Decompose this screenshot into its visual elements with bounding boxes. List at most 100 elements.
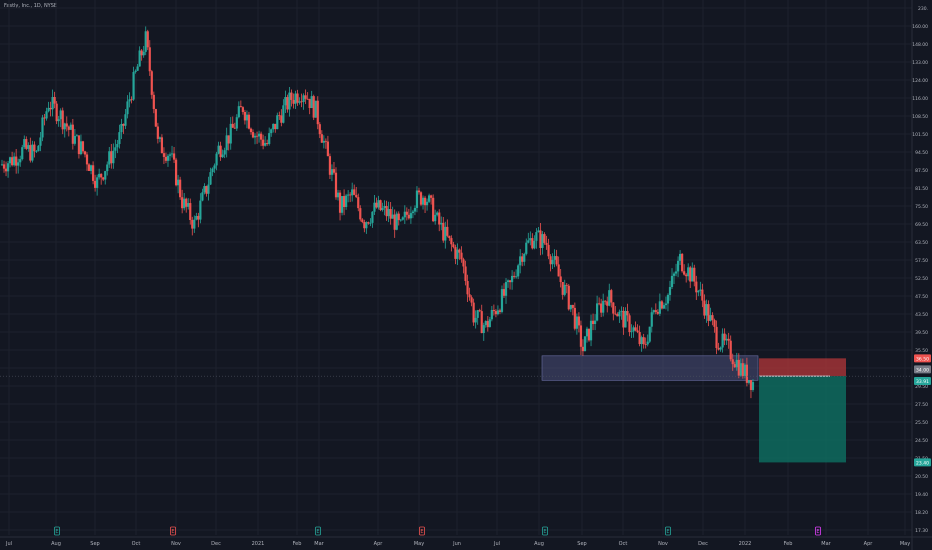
price-tag-label: 36.50 (916, 356, 929, 362)
candle-body (563, 284, 566, 295)
candle-body (557, 264, 560, 277)
candle-body (674, 271, 678, 274)
candle-body (237, 106, 240, 118)
candle-body (709, 315, 712, 321)
candle-body (596, 303, 599, 321)
candle-body (183, 198, 186, 209)
earnings-marker-label: E (171, 529, 174, 535)
candle-body (338, 192, 342, 213)
candle-body (302, 95, 305, 102)
candle-body (203, 186, 206, 193)
candle-body (430, 195, 433, 198)
candle-body (537, 230, 540, 233)
candle-body (676, 260, 680, 272)
candle-body (21, 147, 24, 160)
time-label: Sep (90, 541, 99, 547)
candle-body (104, 171, 107, 180)
time-label: Feb (293, 541, 302, 547)
candle-body (19, 159, 22, 163)
candle-body (8, 157, 12, 164)
candle-body (456, 249, 459, 259)
candle-body (193, 219, 196, 229)
candle-body (405, 211, 408, 215)
price-label: 18.20 (915, 510, 928, 516)
candle-body (442, 222, 445, 241)
candle-body (464, 266, 467, 282)
candle-body (272, 123, 275, 130)
candle-body (306, 98, 309, 100)
candle-body (330, 169, 334, 175)
candle-body (191, 219, 194, 229)
candle-body (531, 238, 534, 249)
candle-body (59, 110, 62, 120)
candle-body (600, 303, 603, 313)
candle-body (124, 114, 127, 126)
price-label: 63.50 (915, 240, 928, 246)
candle-body (304, 95, 307, 99)
candle-body (71, 124, 74, 144)
candle-body (602, 300, 605, 313)
earnings-marker (665, 526, 671, 536)
candle-body (312, 96, 315, 118)
candle-body (508, 280, 512, 283)
candle-body (448, 235, 451, 239)
earnings-marker-label: E (816, 529, 819, 535)
candle-body (573, 307, 576, 329)
candle-body (363, 221, 366, 229)
candle-body (57, 119, 60, 122)
candle-body (373, 202, 376, 212)
candle-body (417, 190, 421, 193)
candle-body (608, 290, 611, 306)
candle-body (583, 336, 587, 352)
candle-body (221, 154, 224, 158)
candle-body (162, 153, 166, 157)
candle-body (328, 156, 332, 175)
candle-body (0, 164, 4, 166)
candle-body (458, 249, 461, 253)
time-label: Nov (658, 541, 668, 547)
candle-body (369, 222, 372, 224)
candle-body (525, 242, 528, 254)
time-label: Apr (864, 541, 874, 547)
candle-body (253, 135, 257, 138)
candle-body (199, 200, 202, 220)
price-tag (914, 354, 931, 363)
candle-body (624, 310, 627, 328)
candle-body (166, 155, 170, 161)
candle-body (589, 320, 593, 341)
price-label: 29.50 (915, 384, 928, 390)
candle-body (292, 99, 295, 104)
candle-body (452, 244, 455, 248)
candle-body (13, 156, 16, 166)
candle-body (185, 198, 188, 207)
candle-body (612, 302, 615, 314)
candle-body (561, 282, 564, 295)
price-label: 39.50 (915, 330, 928, 336)
candle-body (213, 165, 216, 169)
candle-body (300, 101, 303, 103)
candle-body (4, 168, 8, 172)
candle-body (308, 98, 311, 109)
candle-body (644, 344, 647, 345)
candle-body (492, 309, 495, 312)
candle-body (579, 325, 583, 347)
candle-body (468, 294, 471, 298)
candle-body (565, 284, 568, 286)
candle-body (731, 359, 734, 365)
candle-body (27, 145, 30, 149)
candle-body (152, 94, 155, 110)
candle-body (170, 153, 174, 155)
earnings-marker-label: E (420, 529, 423, 535)
candle-body (397, 213, 400, 221)
candle-body (336, 192, 340, 198)
candle-body (460, 252, 463, 260)
candle-body (187, 203, 190, 207)
price-label: 116.00 (912, 96, 928, 102)
candle-body (35, 151, 38, 152)
candle-body (494, 311, 498, 315)
price-tag-label: 23.40 (916, 460, 929, 466)
price-label: 75.50 (915, 204, 928, 210)
candle-body (517, 265, 520, 277)
